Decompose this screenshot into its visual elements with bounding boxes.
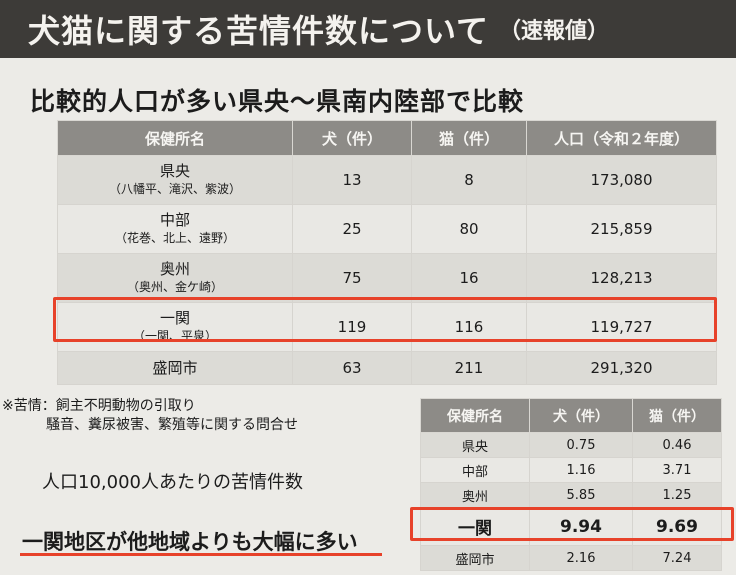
area-name: 盛岡市 [152, 358, 198, 377]
small-header-dog: 犬（件） [529, 398, 633, 433]
population: 173,080 [526, 155, 717, 205]
population: 119,727 [526, 302, 717, 352]
dog-rate: 2.16 [529, 545, 633, 571]
dog-count: 119 [292, 302, 412, 352]
table-row-highlighted: 一関 （一関、平泉） 119 116 119,727 [57, 302, 717, 352]
page-subtitle: （速報値） [499, 19, 610, 44]
area-cell: 中部 （花巻、北上、遠野） [57, 204, 293, 254]
ichinoseki-rate-highlight-box [410, 507, 734, 541]
dog-rate: 5.85 [529, 482, 633, 508]
area-cell: 奥州 （奥州、金ケ崎） [57, 253, 293, 303]
dog-count: 63 [292, 351, 412, 385]
small-header-name: 保健所名 [420, 398, 530, 433]
cat-rate: 0.46 [632, 432, 722, 458]
main-table: 保健所名 犬（件） 猫（件） 人口（令和２年度） 県央 （八幡平、滝沢、紫波） … [57, 120, 717, 385]
table-row: 中部 （花巻、北上、遠野） 25 80 215,859 [57, 204, 717, 254]
conclusion-underline [20, 553, 382, 556]
area-name: 県央 [420, 432, 530, 458]
area-name: 奥州 [420, 482, 530, 508]
per-capita-label: 人口10,000人あたりの苦情件数 [42, 472, 303, 493]
table-row: 盛岡市 2.16 7.24 [420, 545, 722, 571]
table-row: 県央 0.75 0.46 [420, 432, 722, 458]
page-title: 犬猫に関する苦情件数について [28, 12, 490, 50]
cat-rate: 7.24 [632, 545, 722, 571]
cat-count: 8 [411, 155, 527, 205]
area-name: 奥州 [159, 260, 190, 278]
area-name: 中部 [420, 457, 530, 483]
small-header-cat: 猫（件） [632, 398, 722, 433]
main-header-dog: 犬（件） [292, 120, 412, 156]
area-cell: 盛岡市 [57, 351, 293, 385]
population: 215,859 [526, 204, 717, 254]
main-header-cat: 猫（件） [411, 120, 527, 156]
area-sub: （奥州、金ケ崎） [126, 280, 223, 294]
cat-rate: 3.71 [632, 457, 722, 483]
note-line-2: 騒音、糞尿被害、繁殖等に関する問合せ [46, 417, 298, 433]
section-heading: 比較的人口が多い県央〜県南内陸部で比較 [30, 87, 525, 116]
dog-count: 13 [292, 155, 412, 205]
dog-rate: 1.16 [529, 457, 633, 483]
ichinoseki-highlight-box [53, 297, 717, 342]
cat-count: 116 [411, 302, 527, 352]
cat-count: 80 [411, 204, 527, 254]
table-row: 中部 1.16 3.71 [420, 457, 722, 483]
note-line-1: ※苦情：飼主不明動物の引取り [2, 398, 196, 414]
area-cell: 県央 （八幡平、滝沢、紫波） [57, 155, 293, 205]
main-header-population: 人口（令和２年度） [526, 120, 717, 156]
dog-count: 25 [292, 204, 412, 254]
table-row: 盛岡市 63 211 291,320 [57, 351, 717, 385]
small-table-header-row: 保健所名 犬（件） 猫（件） [420, 398, 722, 433]
population: 128,213 [526, 253, 717, 303]
cat-count: 211 [411, 351, 527, 385]
per-capita-table: 保健所名 犬（件） 猫（件） 県央 0.75 0.46 中部 1.16 3.71… [420, 398, 722, 571]
complaint-note: ※苦情：飼主不明動物の引取り 騒音、糞尿被害、繁殖等に関する問合せ [2, 397, 298, 435]
area-sub: （八幡平、滝沢、紫波） [108, 182, 241, 196]
area-name: 一関 [159, 309, 190, 327]
area-name: 中部 [159, 211, 190, 229]
table-row: 県央 （八幡平、滝沢、紫波） 13 8 173,080 [57, 155, 717, 205]
dog-count: 75 [292, 253, 412, 303]
area-sub: （花巻、北上、遠野） [114, 231, 235, 245]
population: 291,320 [526, 351, 717, 385]
conclusion-text: 一関地区が他地域よりも大幅に多い [22, 530, 358, 554]
dog-rate: 0.75 [529, 432, 633, 458]
table-row: 奥州 5.85 1.25 [420, 482, 722, 508]
table-row: 奥州 （奥州、金ケ崎） 75 16 128,213 [57, 253, 717, 303]
area-name: 県央 [159, 162, 190, 180]
main-header-name: 保健所名 [57, 120, 293, 156]
cat-rate: 1.25 [632, 482, 722, 508]
title-bar: 犬猫に関する苦情件数について （速報値） [0, 0, 736, 58]
area-name: 盛岡市 [420, 545, 530, 571]
cat-count: 16 [411, 253, 527, 303]
main-table-header-row: 保健所名 犬（件） 猫（件） 人口（令和２年度） [57, 120, 717, 156]
